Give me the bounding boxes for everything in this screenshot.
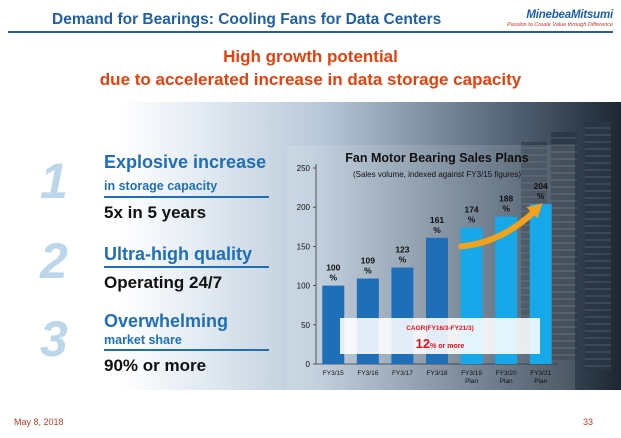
- server-rack: [551, 132, 577, 360]
- point-title: Ultra-high quality: [104, 244, 252, 264]
- cagr-box: [340, 318, 540, 354]
- y-tick-label: 250: [297, 164, 311, 173]
- y-tick-label: 50: [301, 321, 310, 330]
- logo-wordmark: MinebeaMitsumi: [526, 9, 613, 21]
- y-tick-label: 100: [297, 282, 311, 291]
- logo-tagline: Passion to Create Value through Differen…: [507, 22, 613, 28]
- growth-arrow-icon: [458, 208, 538, 250]
- point-subtitle: market share: [104, 333, 182, 347]
- point-number: 2: [40, 233, 68, 289]
- point-value: 5x in 5 years: [104, 203, 207, 222]
- data-label: 123%: [395, 245, 409, 265]
- x-tick-label: FY3/15: [323, 370, 344, 377]
- data-label: 161%: [430, 215, 444, 235]
- point-number: 3: [40, 311, 68, 367]
- point-divider: [104, 266, 269, 268]
- data-label: 109%: [361, 256, 375, 276]
- x-tick-label: FY3/16: [357, 370, 378, 377]
- cagr-label: CAGR(FY16/3-FY21/3): [406, 325, 474, 332]
- page-title: Demand for Bearings: Cooling Fans for Da…: [52, 11, 442, 28]
- point-divider: [104, 196, 269, 198]
- data-label: 174%: [464, 205, 478, 225]
- point-title: Explosive increase: [104, 152, 267, 172]
- x-tick-label: FY3/19 Plan: [461, 370, 482, 385]
- x-tick-label: FY3/20 Plan: [496, 370, 517, 385]
- point-divider: [104, 349, 269, 351]
- point-value: 90% or more: [104, 356, 207, 375]
- x-tick-label: FY3/21 Plan: [530, 370, 551, 385]
- page-number: 33: [583, 417, 594, 427]
- x-tick-label: FY3/17: [392, 370, 413, 377]
- y-tick-label: 0: [306, 360, 311, 369]
- company-logo: MinebeaMitsumi Passion to Create Value t…: [485, 9, 613, 28]
- y-tick-label: 200: [297, 203, 311, 212]
- point-number: 1: [40, 153, 68, 209]
- chart-subtitle: (Sales volume, indexed against FY3/15 fi…: [353, 170, 521, 179]
- y-tick-label: 150: [297, 242, 311, 251]
- point-value: Operating 24/7: [104, 273, 223, 292]
- header-divider: [8, 31, 613, 33]
- headline-line-2: due to accelerated increase in data stor…: [99, 70, 522, 89]
- x-tick-label: FY3/18: [427, 370, 448, 377]
- footer-date: May 8, 2018: [14, 417, 64, 427]
- server-rack: [585, 122, 611, 370]
- data-label: 204%: [534, 181, 548, 201]
- point-title: Overwhelming: [104, 311, 229, 331]
- data-label: 100%: [326, 263, 340, 283]
- growth-arrowhead-icon: [526, 203, 543, 219]
- headline-line-1: High growth potential: [223, 47, 398, 66]
- point-subtitle: in storage capacity: [104, 179, 218, 193]
- cagr-value: 12% or more: [416, 336, 465, 351]
- data-label: 188%: [499, 194, 513, 214]
- chart-title: Fan Motor Bearing Sales Plans: [345, 151, 528, 165]
- bar: [322, 285, 345, 364]
